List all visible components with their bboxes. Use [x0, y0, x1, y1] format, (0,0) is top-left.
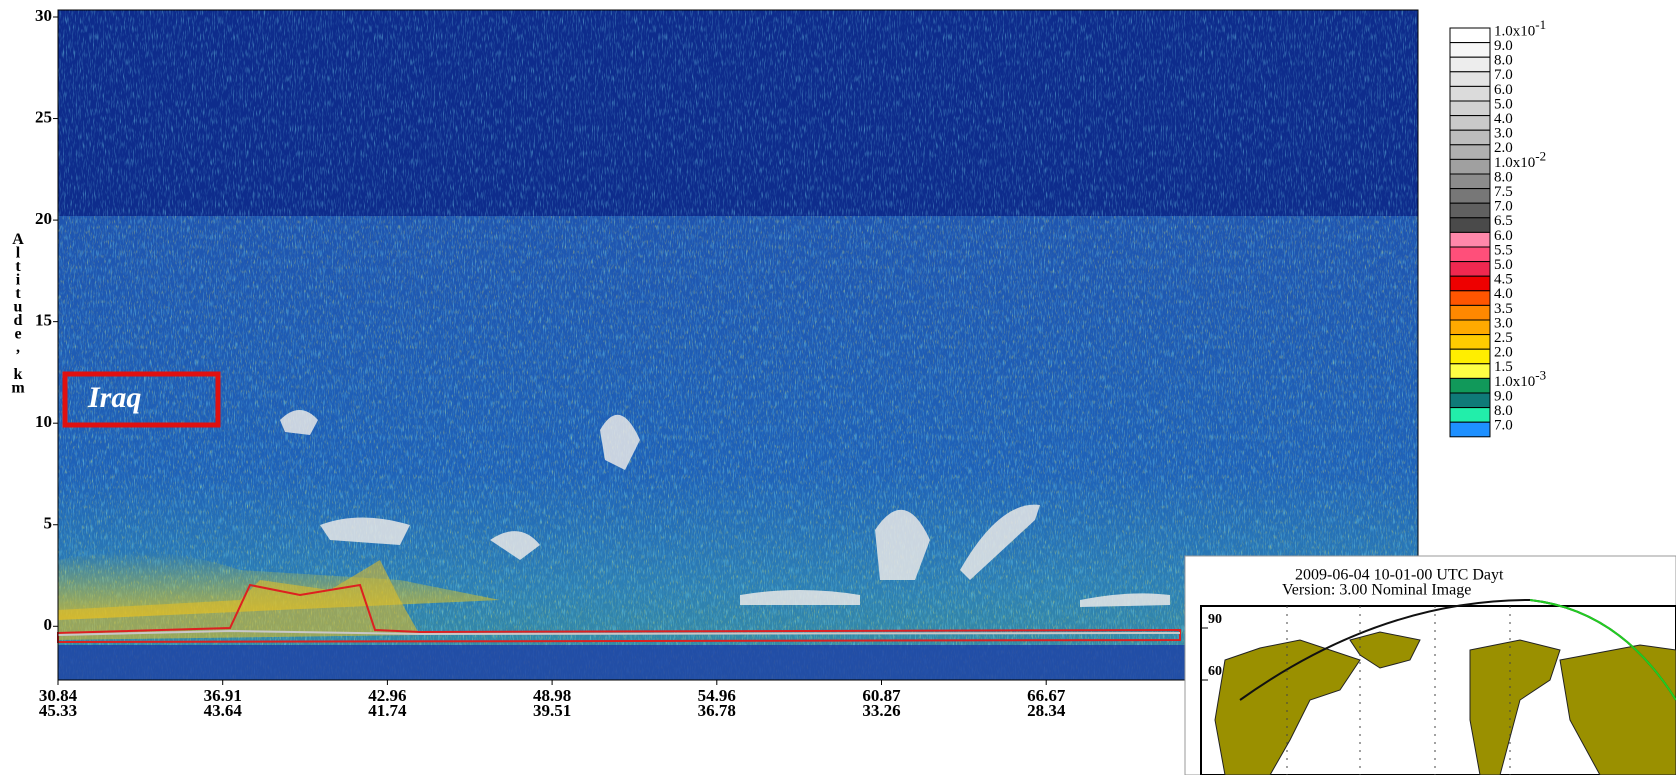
- x-tick-label: 43.64: [204, 701, 243, 720]
- colorbar-label: 9.0: [1494, 388, 1513, 404]
- colorbar-label: 2.5: [1494, 330, 1513, 346]
- map-lat-label: 60: [1208, 664, 1222, 679]
- colorbar-label: 7.0: [1494, 67, 1513, 83]
- y-tick-label: 15: [35, 311, 52, 330]
- colorbar-label: 4.5: [1494, 272, 1513, 288]
- colorbar-swatch: [1450, 218, 1490, 233]
- colorbar-swatch: [1450, 189, 1490, 204]
- colorbar-exponent: -3: [1535, 367, 1546, 382]
- y-tick-label: 10: [35, 412, 52, 431]
- colorbar-swatch: [1450, 320, 1490, 335]
- colorbar-label: 8.0: [1494, 169, 1513, 185]
- colorbar-label: 1.5: [1494, 359, 1513, 375]
- colorbar-label: 3.5: [1494, 301, 1513, 317]
- colorbar-swatch: [1450, 305, 1490, 320]
- colorbar-swatch: [1450, 262, 1490, 277]
- colorbar-swatch: [1450, 116, 1490, 131]
- colorbar-swatch: [1450, 232, 1490, 247]
- colorbar-swatch: [1450, 378, 1490, 393]
- colorbar-label: 5.5: [1494, 242, 1513, 258]
- colorbar-swatch: [1450, 422, 1490, 437]
- map-lat-label: 90: [1208, 612, 1222, 627]
- colorbar-label: 7.0: [1494, 418, 1513, 434]
- colorbar-label: 7.5: [1494, 184, 1513, 200]
- colorbar-swatch: [1450, 28, 1490, 43]
- colorbar-label: 4.0: [1494, 286, 1513, 302]
- colorbar-swatch: [1450, 174, 1490, 189]
- x-tick-label: 45.33: [39, 701, 77, 720]
- y-tick-label: 30: [35, 6, 52, 25]
- y-tick-label: 0: [44, 615, 53, 634]
- x-tick-label: 41.74: [368, 701, 407, 720]
- x-tick-label: 36.78: [698, 701, 736, 720]
- x-tick-label: 33.26: [862, 701, 900, 720]
- colorbar-label: 6.0: [1494, 228, 1513, 244]
- colorbar-swatch: [1450, 364, 1490, 379]
- colorbar-label: 3.0: [1494, 126, 1513, 142]
- colorbar-swatch: [1450, 159, 1490, 174]
- colorbar-swatch: [1450, 101, 1490, 116]
- colorbar-label: 3.0: [1494, 315, 1513, 331]
- colorbar-label: 4.0: [1494, 111, 1513, 127]
- x-tick-label: 28.34: [1027, 701, 1066, 720]
- annotation: Iraq: [87, 381, 141, 414]
- colorbar-label: 6.0: [1494, 82, 1513, 98]
- colorbar-swatch: [1450, 57, 1490, 72]
- colorbar-label: 6.5: [1494, 213, 1513, 229]
- colorbar-swatch: [1450, 408, 1490, 423]
- colorbar-swatch: [1450, 130, 1490, 145]
- y-tick-label: 25: [35, 107, 52, 126]
- chart: Iraq 051015202530Altitude, km30.8445.333…: [0, 0, 1676, 775]
- colorbar-swatch: [1450, 72, 1490, 87]
- colorbar-label: 7.0: [1494, 199, 1513, 215]
- colorbar-swatch: [1450, 393, 1490, 408]
- colorbar-swatch: [1450, 291, 1490, 306]
- colorbar-swatch: [1450, 145, 1490, 160]
- colorbar-swatch: [1450, 203, 1490, 218]
- colorbar-swatch: [1450, 86, 1490, 101]
- inset-subtitle: Version: 3.00 Nominal Image: [1282, 582, 1471, 599]
- colorbar-exponent: -2: [1535, 148, 1546, 163]
- colorbar-label: 8.0: [1494, 53, 1513, 69]
- colorbar-label: 2.0: [1494, 345, 1513, 361]
- colorbar-label: 9.0: [1494, 38, 1513, 54]
- colorbar-swatch: [1450, 349, 1490, 364]
- colorbar-swatch: [1450, 43, 1490, 58]
- colorbar-label: 5.0: [1494, 96, 1513, 112]
- page: Iraq 051015202530Altitude, km30.8445.333…: [0, 0, 1676, 775]
- y-tick-label: 5: [44, 514, 53, 533]
- x-tick-label: 39.51: [533, 701, 571, 720]
- colorbar-swatch: [1450, 247, 1490, 262]
- colorbar-exponent: -1: [1535, 17, 1546, 32]
- colorbar-swatch: [1450, 276, 1490, 291]
- colorbar-label: 2.0: [1494, 140, 1513, 156]
- inset: 2009-06-04 10-01-00 UTC Dayt Version: 3.…: [1185, 556, 1676, 775]
- colorbar-label: 1.0x10-1: [1494, 17, 1546, 39]
- colorbar-label: 5.0: [1494, 257, 1513, 273]
- colorbar-label: 8.0: [1494, 403, 1513, 419]
- colorbar-swatch: [1450, 335, 1490, 350]
- y-tick-label: 20: [35, 209, 52, 228]
